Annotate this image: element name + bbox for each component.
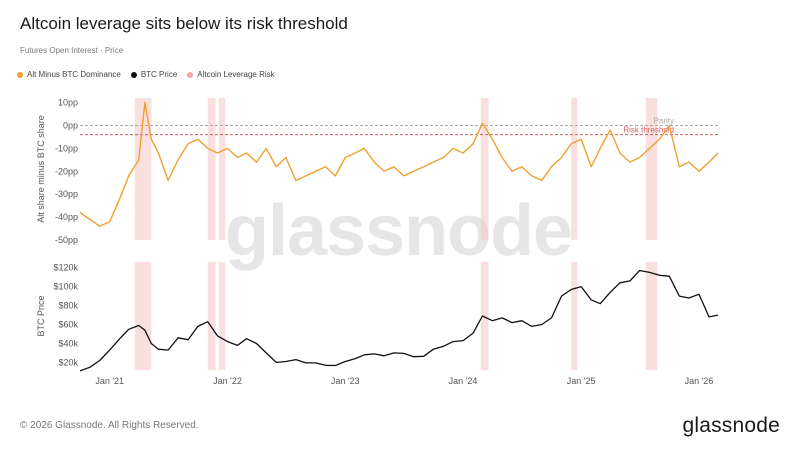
- top-ytick-label-6: -50pp: [55, 235, 78, 245]
- bottom-ytick-label-4: $40k: [58, 338, 78, 348]
- legend-swatch-risk: [187, 71, 194, 78]
- risk-band-bottom-4: [571, 262, 578, 370]
- top-ytick-label-1: 0pp: [63, 120, 78, 130]
- reference-label-1: Risk threshold: [623, 126, 674, 135]
- chart-subtitle: Futures Open Interest · Price: [20, 46, 124, 55]
- chart-legend: Alt Minus BTC Dominance BTC Price Altcoi…: [17, 70, 275, 79]
- risk-band-bottom-1: [207, 262, 216, 370]
- xtick-label-3: Jan '24: [449, 376, 478, 386]
- risk-bands: [134, 98, 658, 370]
- xtick-label-1: Jan '22: [213, 376, 242, 386]
- risk-band-top-5: [645, 98, 658, 240]
- top-ytick-label-0: 10pp: [58, 98, 78, 108]
- xtick-label-5: Jan '26: [685, 376, 714, 386]
- xtick-label-2: Jan '23: [331, 376, 360, 386]
- xtick-label-0: Jan '21: [95, 376, 124, 386]
- risk-band-bottom-0: [134, 262, 152, 370]
- bottom-ytick-label-1: $100k: [53, 282, 78, 292]
- glassnode-logo: glassnode: [682, 414, 780, 437]
- bottom-ytick-label-3: $60k: [58, 320, 78, 330]
- legend-label-btc: BTC Price: [140, 70, 178, 79]
- risk-band-top-4: [571, 98, 578, 240]
- copyright: © 2026 Glassnode. All Rights Reserved.: [20, 420, 199, 431]
- top-ylabel: Alt share minus BTC share: [36, 115, 46, 223]
- legend-swatch-btc: [130, 71, 137, 78]
- price-chart: $120k $100k $80k $60k $40k $20k BTC Price Jan '…: [36, 263, 719, 386]
- risk-band-top-0: [134, 98, 152, 240]
- dominance-chart: 10pp 0pp -10pp -20pp -30pp -40pp -50pp Alt shar…: [36, 98, 719, 245]
- risk-band-bottom-3: [480, 262, 489, 370]
- top-ytick-label-5: -40pp: [55, 212, 78, 222]
- risk-band-bottom-5: [645, 262, 658, 370]
- legend-label-risk: Altcoin Leverage Risk: [197, 70, 275, 79]
- legend-label-alt: Alt Minus BTC Dominance: [27, 70, 121, 79]
- bottom-ytick-label-0: $120k: [53, 263, 78, 273]
- top-ytick-label-2: -10pp: [55, 143, 78, 153]
- legend-item-leverage-risk[interactable]: Altcoin Leverage Risk: [187, 70, 275, 79]
- risk-band-top-2: [218, 98, 226, 240]
- dominance-series-line: [79, 101, 719, 227]
- bottom-ytick-label-2: $80k: [58, 301, 78, 311]
- risk-band-top-3: [480, 98, 489, 240]
- bottom-ylabel: BTC Price: [36, 295, 46, 336]
- chart-title: Altcoin leverage sits below its risk thr…: [20, 14, 348, 33]
- bottom-ytick-label-5: $20k: [58, 357, 78, 367]
- risk-band-bottom-2: [218, 262, 226, 370]
- btc-price-series-line: [79, 269, 719, 372]
- risk-band-top-1: [207, 98, 216, 240]
- watermark: glassnode: [225, 191, 573, 271]
- xtick-label-4: Jan '25: [567, 376, 596, 386]
- top-ytick-label-4: -30pp: [55, 189, 78, 199]
- legend-swatch-alt: [17, 71, 23, 78]
- legend-item-btc-price[interactable]: BTC Price: [130, 70, 178, 79]
- reference-label-0: Parity: [654, 116, 674, 125]
- legend-item-alt-dominance[interactable]: Alt Minus BTC Dominance: [17, 70, 121, 79]
- top-ytick-label-3: -20pp: [55, 166, 78, 176]
